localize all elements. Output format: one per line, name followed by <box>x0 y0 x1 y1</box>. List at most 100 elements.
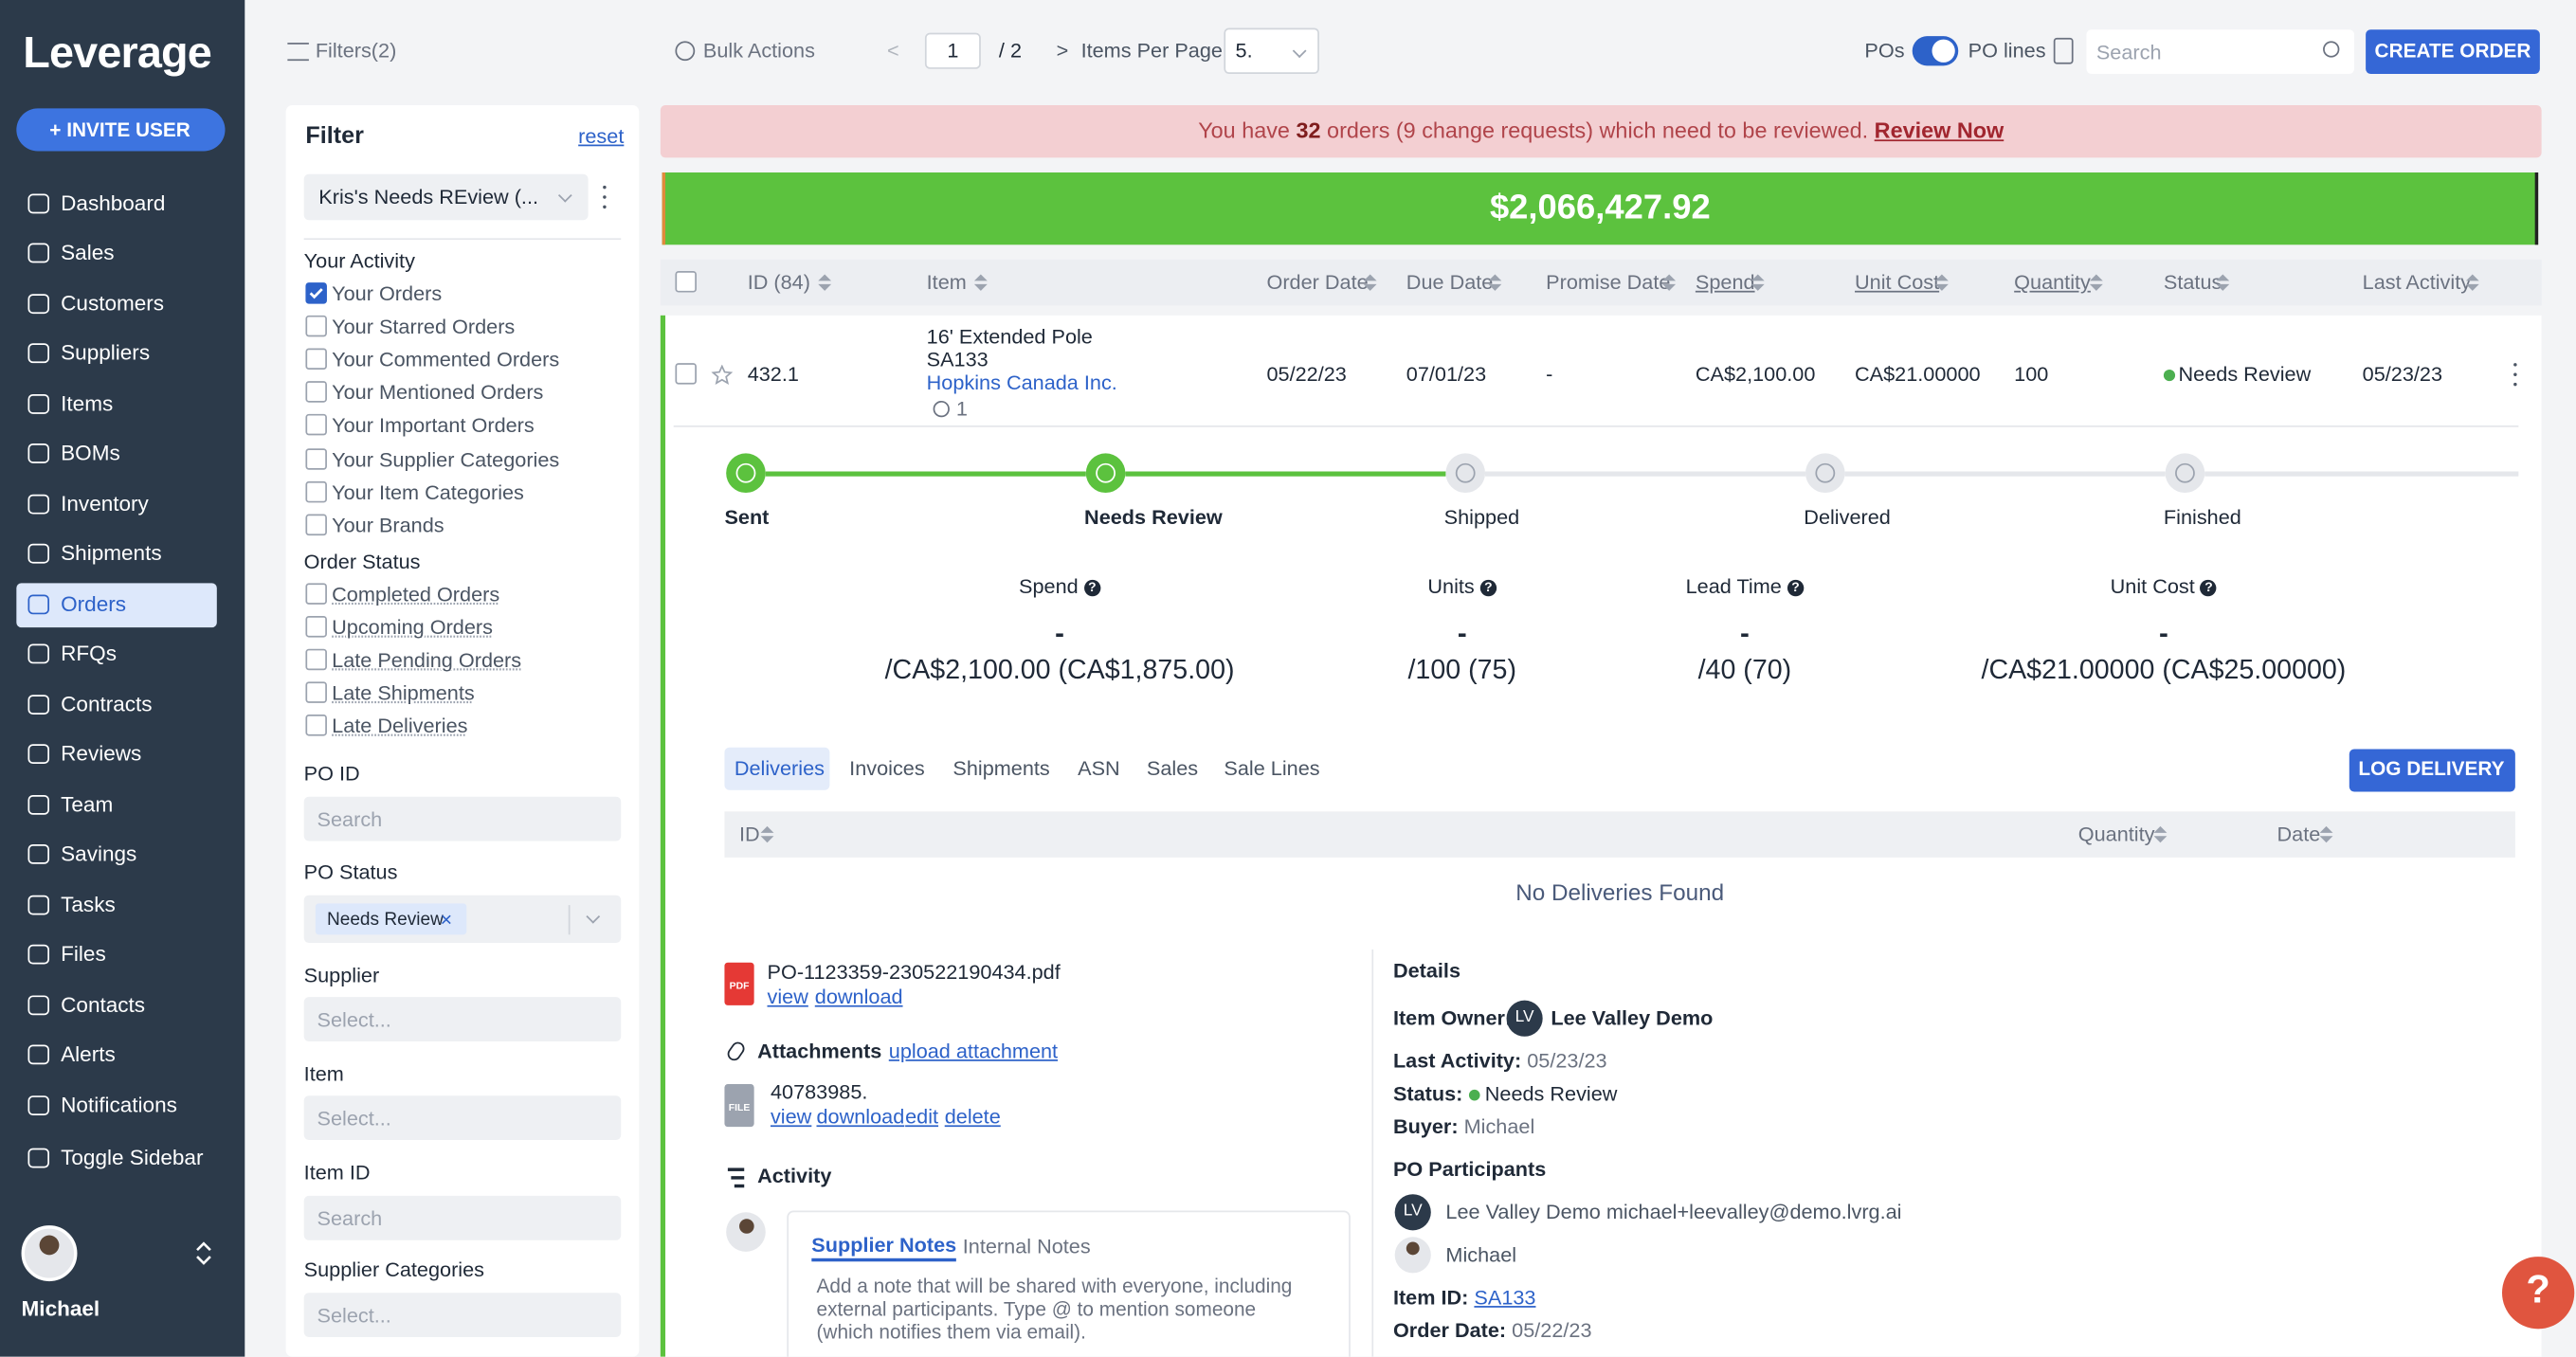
tab[interactable]: Deliveries <box>734 757 825 781</box>
invite-label[interactable]: + INVITE USER <box>49 118 190 142</box>
column-header[interactable]: Date <box>2277 823 2321 846</box>
checkbox[interactable] <box>675 271 697 293</box>
tab[interactable]: Invoices <box>849 757 925 781</box>
filter-option[interactable]: Late Deliveries <box>332 715 468 738</box>
saved-filter-select[interactable] <box>303 173 589 221</box>
checkbox[interactable] <box>305 648 327 671</box>
column-header[interactable]: Unit Cost <box>1855 271 1940 295</box>
tab[interactable]: Sale Lines <box>1224 757 1320 781</box>
supplier-link[interactable]: Hopkins Canada Inc. <box>926 371 1117 395</box>
checkbox[interactable] <box>305 715 327 736</box>
checkbox[interactable] <box>305 348 327 371</box>
help-icon[interactable]: ? <box>1787 579 1805 597</box>
tab[interactable]: Sales <box>1146 757 1199 781</box>
column-header[interactable]: Order Date <box>1266 271 1369 295</box>
nav-item[interactable]: Alerts <box>61 1040 116 1066</box>
filter-option[interactable]: Completed Orders <box>332 583 500 606</box>
invite-button[interactable] <box>16 108 226 152</box>
log-delivery-label[interactable]: LOG DELIVERY <box>2358 757 2505 781</box>
reset-link[interactable]: reset <box>578 124 625 149</box>
checkbox[interactable] <box>305 583 327 605</box>
nav-item[interactable]: Notifications <box>61 1091 177 1116</box>
nav-item[interactable]: Files <box>61 941 106 967</box>
checkbox[interactable] <box>305 480 327 502</box>
help-button[interactable] <box>2501 1257 2575 1330</box>
note-input[interactable]: Add a note that will be shared with ever… <box>816 1275 1293 1344</box>
column-header[interactable]: Quantity <box>2014 271 2091 295</box>
nav-item[interactable]: Customers <box>61 289 165 315</box>
column-header[interactable]: Spend <box>1695 271 1755 295</box>
filter-option[interactable]: Your Brands <box>332 514 444 537</box>
nav-item[interactable]: Contacts <box>61 991 146 1017</box>
tab[interactable]: Shipments <box>952 757 1050 781</box>
checkbox[interactable] <box>305 282 327 304</box>
order-id[interactable]: 432.1 <box>747 363 799 387</box>
filter-option[interactable]: Your Commented Orders <box>332 348 560 372</box>
tag-remove[interactable]: × <box>440 907 453 931</box>
log-delivery-button[interactable] <box>2349 749 2515 792</box>
create-order-label[interactable]: CREATE ORDER <box>2374 39 2531 63</box>
bulk-actions[interactable]: Bulk Actions <box>702 39 815 63</box>
checkbox[interactable] <box>305 447 327 469</box>
column-header[interactable]: Last Activity <box>2362 271 2472 295</box>
nav-item[interactable]: Toggle Sidebar <box>61 1145 204 1170</box>
filter-option[interactable]: Your Item Categories <box>332 480 524 504</box>
column-header[interactable]: Item <box>926 271 967 295</box>
file-link lnk[interactable]: view <box>767 986 808 1009</box>
column-header[interactable]: Quantity <box>2077 823 2155 846</box>
checkbox[interactable] <box>305 616 327 638</box>
nav-item[interactable]: Reviews <box>61 740 142 766</box>
field-input[interactable] <box>303 1293 622 1338</box>
review-now-link[interactable]: Review Now <box>1874 118 2005 143</box>
checkbox[interactable] <box>305 381 327 404</box>
filter-option[interactable]: Your Important Orders <box>332 414 535 438</box>
field-input[interactable] <box>303 796 622 841</box>
filter-option[interactable]: Your Mentioned Orders <box>332 381 544 405</box>
checkbox[interactable] <box>305 315 327 337</box>
nav-item[interactable]: Sales <box>61 240 115 265</box>
filter-option[interactable]: Your Supplier Categories <box>332 447 560 471</box>
file-link[interactable]: edit <box>905 1105 939 1129</box>
nav-item[interactable]: Shipments <box>61 540 162 566</box>
nav-item[interactable]: Savings <box>61 841 137 866</box>
column-header[interactable]: ID (84) <box>747 271 810 295</box>
nav-item[interactable]: Team <box>61 790 114 816</box>
nav-item[interactable]: Contracts <box>61 690 153 715</box>
prev-page[interactable]: < <box>887 39 899 63</box>
nav-item[interactable]: Orders <box>61 590 127 616</box>
item-id-link[interactable]: SA133 <box>1474 1286 1536 1310</box>
column-header[interactable]: Due Date <box>1406 271 1494 295</box>
create-order-button[interactable] <box>2366 29 2540 75</box>
file-link lnk[interactable]: download <box>814 986 903 1009</box>
checkbox[interactable] <box>675 363 697 385</box>
page-input[interactable] <box>924 32 981 69</box>
checkbox[interactable] <box>305 681 327 703</box>
filter-option[interactable]: Your Orders <box>332 282 443 306</box>
upload-link[interactable]: upload attachment <box>888 1040 1059 1063</box>
nav-item[interactable]: Tasks <box>61 891 116 916</box>
field-input[interactable] <box>303 1195 622 1240</box>
nav-item[interactable]: RFQs <box>61 641 117 666</box>
file-link[interactable]: download <box>816 1105 905 1129</box>
column-header[interactable]: Promise Date <box>1546 271 1671 295</box>
help-label[interactable]: ? <box>2526 1268 2550 1313</box>
per-page-select[interactable] <box>1224 27 1319 75</box>
checkbox[interactable] <box>305 414 327 437</box>
star[interactable] <box>711 364 734 386</box>
search-box[interactable] <box>2086 29 2354 75</box>
filter-option[interactable]: Late Pending Orders <box>332 648 522 672</box>
filter-option[interactable]: Your Starred Orders <box>332 315 516 339</box>
help-icon[interactable]: ? <box>1479 579 1497 597</box>
filters-button[interactable]: Filters(2) <box>315 39 397 63</box>
field-input[interactable] <box>303 1095 622 1140</box>
tab[interactable]: ASN <box>1078 757 1120 781</box>
file-link[interactable]: view <box>770 1105 812 1129</box>
help-icon[interactable]: ? <box>1083 579 1101 597</box>
nav-item[interactable]: Dashboard <box>61 190 166 215</box>
nav-item[interactable]: BOMs <box>61 440 120 465</box>
column-header[interactable]: Status <box>2163 271 2222 295</box>
help-icon[interactable]: ? <box>2200 579 2218 597</box>
nav-item[interactable]: Items <box>61 389 114 415</box>
nav-item[interactable]: Inventory <box>61 490 149 516</box>
field-input[interactable] <box>303 997 622 1041</box>
